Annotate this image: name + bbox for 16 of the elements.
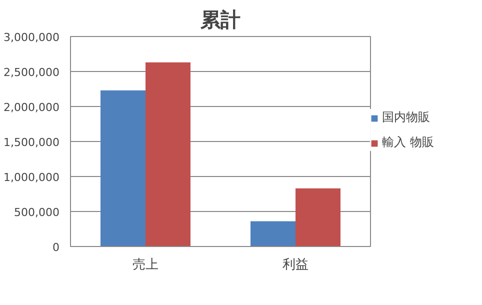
y-tick-label: 3,000,000 [4, 31, 60, 44]
y-tick-label: 2,000,000 [4, 101, 60, 114]
y-tick-label: 0 [52, 241, 60, 254]
y-tick-label: 1,500,000 [4, 136, 60, 149]
y-tick-label: 500,000 [14, 206, 60, 219]
bar [100, 90, 146, 246]
bar [250, 221, 296, 246]
bar [296, 188, 340, 246]
legend-label: 輸入 物販 [382, 134, 435, 151]
y-tick-label: 1,000,000 [4, 171, 60, 184]
x-tick-label: 利益 [282, 258, 308, 272]
bar [146, 62, 190, 246]
chart-title: 累計 [200, 8, 240, 32]
legend-label: 国内物販 [382, 109, 431, 126]
y-tick-label: 2,500,000 [4, 66, 60, 79]
x-tick-label: 売上 [132, 258, 158, 272]
